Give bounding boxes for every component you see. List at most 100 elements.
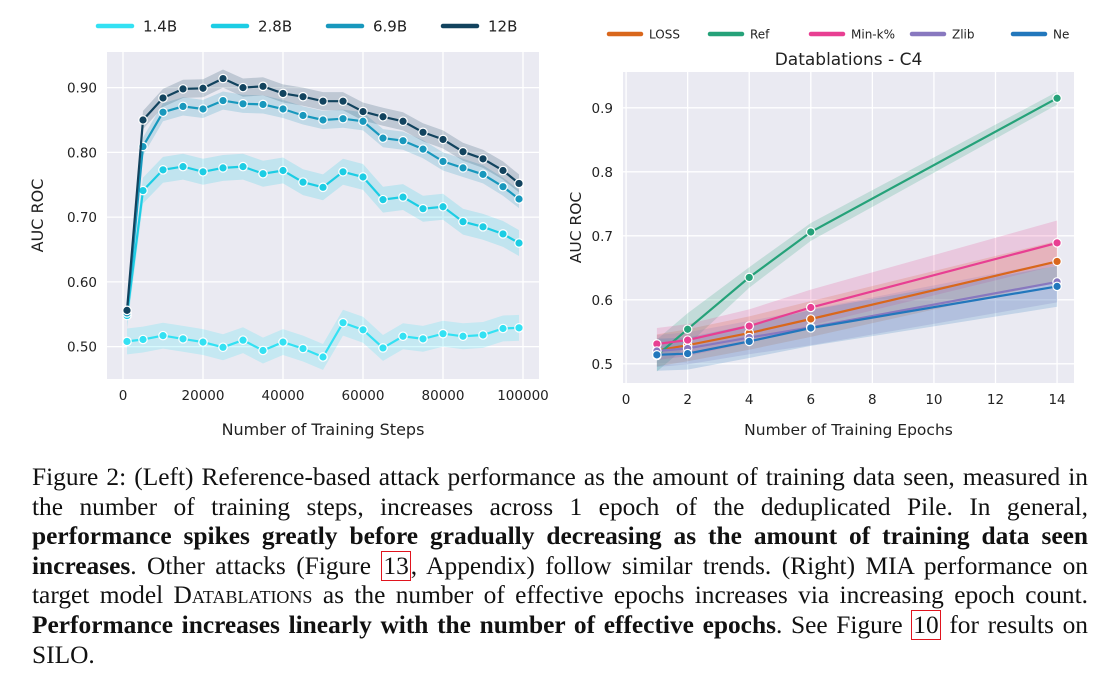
legend-label-1-4b: 1.4B xyxy=(143,17,177,35)
data-point-2-8b xyxy=(198,166,208,177)
data-point-2-8b xyxy=(358,172,368,182)
y-tick-label: 0.60 xyxy=(67,275,97,291)
data-point-2-8b xyxy=(498,229,508,239)
data-point-1-4b xyxy=(358,324,368,335)
y-axis-label: AUC ROC xyxy=(567,192,585,264)
data-point-1-4b xyxy=(498,323,508,334)
x-tick-label: 60000 xyxy=(342,388,385,404)
data-point-1-4b xyxy=(218,342,228,353)
data-point-12b xyxy=(498,165,508,176)
caption-text-3: , Appendix) follow similar trends. (Righ… xyxy=(32,551,1088,610)
data-point-1-4b xyxy=(378,343,388,353)
legend-label-12b: 12B xyxy=(488,17,517,35)
caption-text-6: for results on SILO. xyxy=(32,610,1088,669)
caption-text-2: . Other attacks (Figure xyxy=(130,551,382,580)
series-band-min-k- xyxy=(656,220,1058,360)
data-point-ne xyxy=(682,348,693,359)
data-point-ne xyxy=(805,323,816,333)
figure-10-link[interactable]: 10 xyxy=(911,609,941,640)
data-point-2-8b xyxy=(158,165,168,175)
data-point-6-9b xyxy=(418,144,428,154)
data-point-1-4b xyxy=(122,336,132,347)
data-point-min-k- xyxy=(744,321,755,331)
data-point-12b xyxy=(218,73,228,84)
y-tick-label: 0.7 xyxy=(592,229,613,245)
data-point-2-8b xyxy=(218,163,228,173)
data-point-6-9b xyxy=(298,110,308,121)
x-tick-label: 40000 xyxy=(262,388,305,404)
data-point-1-4b xyxy=(458,331,468,342)
data-point-1-4b xyxy=(478,330,488,340)
data-point-6-9b xyxy=(438,156,448,167)
data-point-1-4b xyxy=(514,323,524,333)
data-point-2-8b xyxy=(514,238,524,248)
data-point-1-4b xyxy=(418,334,428,344)
data-point-ne xyxy=(744,336,755,347)
data-point-6-9b xyxy=(218,95,228,106)
x-tick-label: 10 xyxy=(925,392,942,408)
y-tick-label: 0.9 xyxy=(592,101,613,117)
data-point-6-9b xyxy=(458,163,468,173)
y-tick-label: 0.6 xyxy=(592,293,613,309)
data-point-12b xyxy=(122,305,132,316)
data-point-ne xyxy=(652,350,662,360)
x-tick-label: 8 xyxy=(868,392,877,408)
data-point-1-4b xyxy=(138,334,148,345)
data-point-12b xyxy=(514,178,524,189)
data-point-min-k- xyxy=(805,302,816,313)
data-point-12b xyxy=(158,93,168,103)
data-point-ne xyxy=(1052,281,1062,292)
x-tick-label: 4 xyxy=(745,392,754,408)
x-tick-label: 14 xyxy=(1048,392,1065,408)
data-point-6-9b xyxy=(338,113,348,124)
data-point-12b xyxy=(318,96,328,107)
legend-label-min-k-: Min-k% xyxy=(851,27,895,41)
caption-text-1: Figure 2: (Left) Reference-based attack … xyxy=(32,463,1088,521)
legend-label-zlib: Zlib xyxy=(952,27,975,41)
x-tick-label: 0 xyxy=(622,392,631,408)
data-point-6-9b xyxy=(398,135,408,146)
figure-caption: Figure 2: (Left) Reference-based attack … xyxy=(32,463,1088,670)
data-point-min-k- xyxy=(682,335,693,345)
data-point-12b xyxy=(438,134,448,145)
y-tick-label: 0.8 xyxy=(592,165,613,181)
chart-title: Datablations - C4 xyxy=(775,50,923,70)
data-point-6-9b xyxy=(178,101,188,112)
data-point-1-4b xyxy=(258,345,268,356)
caption-text-5: . See Figure xyxy=(775,610,912,639)
data-point-2-8b xyxy=(418,203,428,214)
data-point-1-4b xyxy=(398,331,408,342)
y-axis-label: AUC ROC xyxy=(28,179,47,253)
data-point-12b xyxy=(378,111,388,122)
data-point-6-9b xyxy=(278,104,288,114)
series-band-2-8b xyxy=(127,153,519,329)
data-point-ref xyxy=(1052,93,1062,104)
data-point-2-8b xyxy=(398,192,408,202)
data-point-6-9b xyxy=(238,99,248,109)
data-point-1-4b xyxy=(438,328,448,339)
data-point-12b xyxy=(358,106,368,117)
data-point-6-9b xyxy=(318,115,328,125)
legend-label-6-9b: 6.9B xyxy=(373,17,407,35)
data-point-12b xyxy=(398,116,408,127)
data-point-6-9b xyxy=(198,104,208,114)
plot-area xyxy=(623,72,1074,383)
data-point-2-8b xyxy=(378,194,388,205)
figure-13-link[interactable]: 13 xyxy=(381,550,411,581)
data-point-loss xyxy=(1052,256,1062,267)
data-point-12b xyxy=(258,81,268,92)
data-point-2-8b xyxy=(238,161,248,172)
data-point-ref xyxy=(744,272,755,283)
data-point-12b xyxy=(198,83,208,94)
y-tick-label: 0.70 xyxy=(67,210,97,226)
x-axis-label: Number of Training Steps xyxy=(222,420,425,439)
series-band-loss xyxy=(656,240,1058,367)
model-name: Datablations xyxy=(173,581,313,610)
data-point-6-9b xyxy=(258,99,268,110)
data-point-1-4b xyxy=(198,337,208,347)
data-point-2-8b xyxy=(258,168,268,179)
legend-label-ne: Ne xyxy=(1053,27,1069,41)
data-point-6-9b xyxy=(358,116,368,127)
data-point-min-k- xyxy=(1052,238,1062,248)
data-point-12b xyxy=(478,154,488,164)
